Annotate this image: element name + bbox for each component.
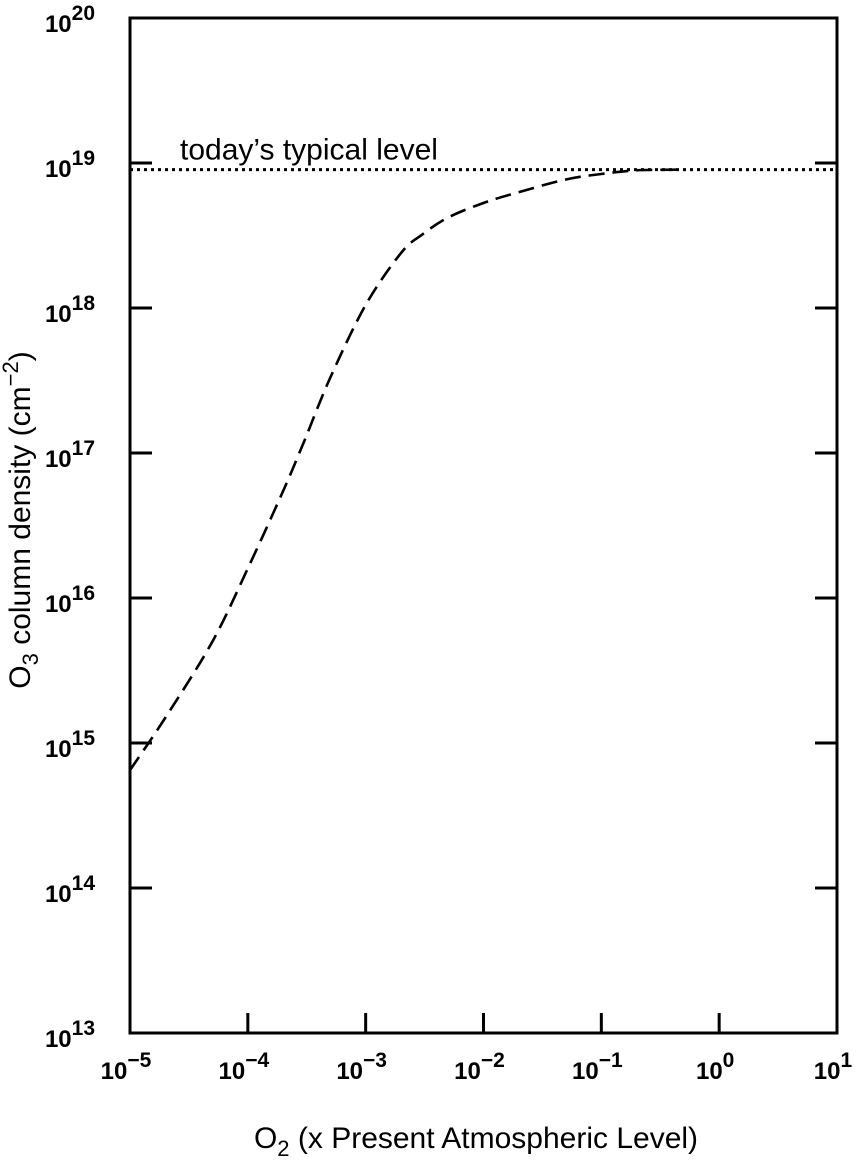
x-tick-label: 10−4 [219,1049,270,1085]
reference-label: today’s typical level [180,134,438,167]
y-tick-label: 1013 [45,1017,95,1053]
y-tick-label: 1017 [45,437,95,473]
x-tick-label: 10−2 [454,1049,505,1085]
x-tick-label: 10−1 [572,1049,623,1085]
y-tick-label: 1019 [45,147,95,183]
y-axis-title: O3 column density (cm−2) [0,351,43,688]
x-tick-label: 10−3 [336,1049,387,1085]
y-tick-label: 1018 [45,292,95,328]
series-layer [128,168,684,771]
o3-series-line [128,168,684,771]
x-tick-label: 10−5 [101,1049,152,1085]
x-axis-ticks: 10−5 10−4 10−3 10−2 10−1 100 101 [101,1013,853,1085]
x-tick-label: 101 [814,1049,853,1085]
x-tick-label: 100 [696,1049,734,1085]
y-tick-label: 1016 [45,582,95,618]
x-axis-title: O2 (x Present Atmospheric Level) [254,1122,698,1161]
y-axis-ticks: 1013 1014 1015 1016 1017 1018 1019 1020 [45,2,837,1053]
y-tick-label: 1020 [45,2,95,38]
y-tick-label: 1015 [45,727,95,763]
annotation-layer: today’s typical level [130,134,833,172]
y-tick-label: 1014 [45,872,95,908]
